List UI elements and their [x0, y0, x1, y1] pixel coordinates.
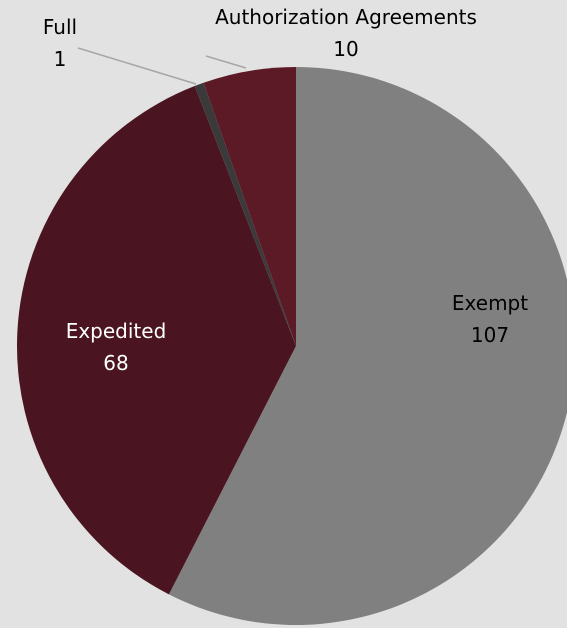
slice-labels: Exempt 107 Expedited 68 Full 1 Authorization A… [43, 5, 528, 375]
slice-value-exempt: 107 [471, 323, 509, 347]
pie-slices [16, 67, 567, 625]
pie-slice-expedited [16, 86, 297, 595]
slice-value-full: 1 [54, 47, 67, 71]
leader-line-authorization-agreements [205, 55, 247, 69]
slice-label-expedited: Expedited [66, 319, 167, 343]
slice-label-exempt: Exempt [452, 291, 528, 315]
leader-lines [77, 47, 247, 85]
slice-label-authorization-agreements: Authorization Agreements [215, 5, 477, 29]
pie-slice-full [194, 82, 296, 347]
leader-line-full [77, 47, 197, 85]
slice-value-expedited: 68 [103, 351, 128, 375]
slice-value-authorization-agreements: 10 [333, 37, 358, 61]
pie-slice-authorization-agreements [203, 67, 296, 346]
pie-slice-exempt [168, 67, 567, 625]
slice-label-full: Full [43, 15, 77, 39]
